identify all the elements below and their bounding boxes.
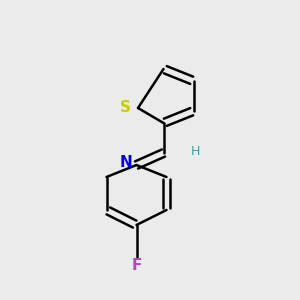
Text: F: F (131, 258, 142, 273)
Polygon shape (106, 165, 167, 225)
Polygon shape (138, 69, 194, 123)
Text: N: N (120, 155, 132, 170)
Text: S: S (120, 100, 131, 116)
Text: H: H (191, 145, 200, 158)
